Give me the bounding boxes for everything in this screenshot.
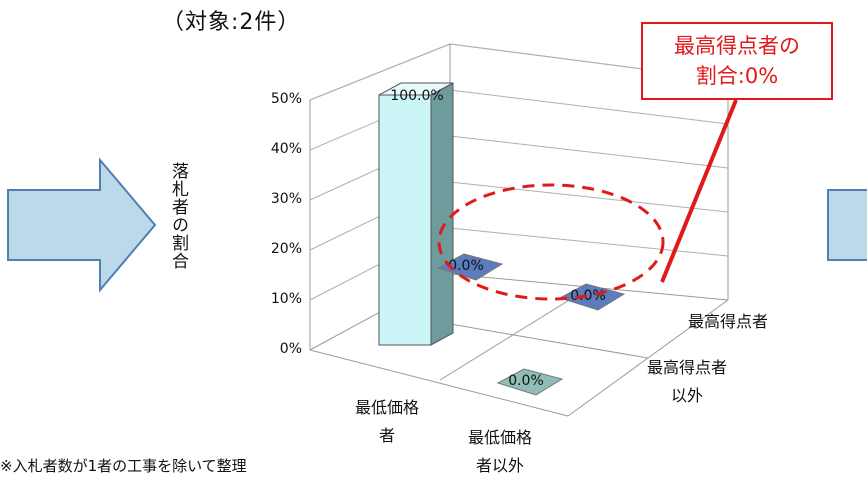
gridline-left — [309, 43, 451, 101]
y-tick-label: 0% — [279, 341, 302, 357]
chart-subtitle: （対象:2件） — [162, 10, 301, 35]
gridline-back — [449, 227, 729, 257]
bar-data-label: 0.0% — [448, 258, 484, 274]
bar-side — [430, 82, 454, 346]
x-category-label-2-line2: 者以外 — [475, 456, 524, 475]
bar-top — [378, 82, 454, 96]
highlight-ellipse — [437, 183, 665, 301]
gridline-back — [449, 89, 729, 125]
footnote: ※入札者数が1者の工事を除いて整理 — [0, 457, 247, 475]
x-category-label-1-line2: 者 — [378, 426, 395, 445]
bar-data-label: 0.0% — [508, 373, 544, 389]
y-tick-label: 40% — [270, 141, 302, 157]
callout-line1: 最高得点者の — [674, 34, 800, 58]
callout-line2: 割合:0% — [695, 64, 779, 88]
depth-category-label-2-line1: 最高得点者 — [646, 358, 727, 377]
depth-category-label-1: 最高得点者 — [687, 312, 768, 331]
depth-category-label-2: 最高得点者 以外 — [626, 354, 748, 410]
left-arrow-icon — [7, 157, 157, 293]
y-tick-label: 50% — [270, 91, 302, 107]
bar-data-label: 0.0% — [570, 288, 606, 304]
x-category-label-1-line1: 最低価格 — [354, 398, 419, 417]
bar-front — [378, 94, 432, 346]
gridline-back — [449, 181, 729, 213]
bar-zero — [558, 283, 626, 311]
bar-zero — [496, 368, 564, 396]
depth-category-label-2-line2: 以外 — [670, 386, 703, 405]
y-tick-label: 20% — [270, 241, 302, 257]
callout-box: 最高得点者の 割合:0% — [641, 22, 833, 100]
y-tick-label: 10% — [270, 291, 302, 307]
y-tick-label: 30% — [270, 191, 302, 207]
gridline-back — [449, 135, 729, 169]
x-category-label-2-line1: 最低価格 — [467, 428, 532, 447]
right-arrow-icon — [827, 189, 867, 261]
x-category-label-1: 最低価格 者 — [332, 394, 442, 450]
y-axis-label: 落札者の割合 — [168, 162, 188, 270]
x-category-label-2: 最低価格 者以外 — [445, 424, 555, 480]
bar-data-label: 100.0% — [390, 88, 443, 104]
callout-pointer — [660, 99, 738, 283]
